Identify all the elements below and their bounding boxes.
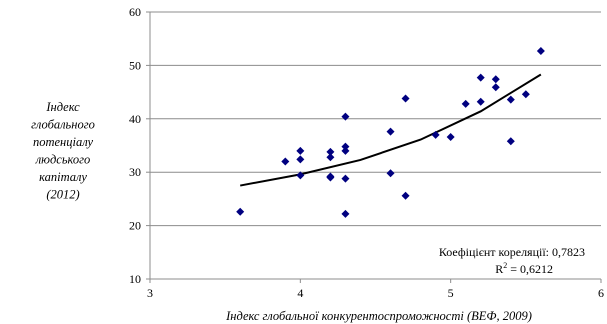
y-axis-title-line: людського bbox=[35, 153, 91, 167]
r-squared-annotation: R2 = 0,6212 bbox=[495, 261, 553, 276]
x-tick-label: 3 bbox=[147, 286, 153, 300]
x-tick-label: 6 bbox=[598, 286, 604, 300]
x-tick-label: 4 bbox=[297, 286, 303, 300]
y-axis-title: Індекс глобального потенціалу людського капі… bbox=[31, 100, 95, 202]
data-point bbox=[341, 146, 350, 155]
y-axis-title-line: (2012) bbox=[46, 188, 79, 202]
data-point bbox=[341, 174, 350, 183]
y-axis-title-line: потенціалу bbox=[33, 135, 94, 149]
r-squared-value: = 0,6212 bbox=[507, 262, 553, 276]
data-points bbox=[236, 46, 545, 218]
data-point bbox=[446, 132, 455, 141]
y-tick-label: 60 bbox=[129, 5, 141, 19]
data-point bbox=[506, 95, 515, 104]
x-axis-title: Індекс глобальної конкурентоспроможності… bbox=[225, 309, 532, 323]
data-point bbox=[521, 90, 530, 99]
x-tick-label: 5 bbox=[448, 286, 454, 300]
data-point bbox=[326, 173, 335, 182]
data-point bbox=[476, 97, 485, 106]
data-point bbox=[491, 83, 500, 92]
data-point bbox=[281, 157, 290, 166]
data-point bbox=[296, 155, 305, 164]
data-point bbox=[341, 112, 350, 121]
y-tick-labels: 10 20 30 40 50 60 bbox=[129, 5, 141, 286]
data-point bbox=[296, 171, 305, 180]
data-point bbox=[536, 46, 545, 55]
correlation-annotation: Коефіцієнт кореляції: 0,7823 bbox=[439, 245, 585, 259]
data-point bbox=[401, 94, 410, 103]
y-tick-label: 10 bbox=[129, 272, 141, 286]
y-tick-label: 50 bbox=[129, 58, 141, 72]
axes bbox=[146, 11, 602, 283]
data-point bbox=[491, 75, 500, 84]
data-point bbox=[461, 99, 470, 108]
data-point bbox=[236, 207, 245, 216]
y-tick-label: 40 bbox=[129, 112, 141, 126]
data-point bbox=[341, 209, 350, 218]
trend-line bbox=[240, 73, 542, 187]
data-point bbox=[506, 137, 515, 146]
data-point bbox=[476, 73, 485, 82]
y-tick-label: 20 bbox=[129, 219, 141, 233]
grid-lines bbox=[150, 11, 601, 227]
y-axis-title-line: Індекс bbox=[45, 100, 80, 114]
data-point bbox=[326, 147, 335, 156]
data-point bbox=[386, 127, 395, 136]
r-squared-superscript: 2 bbox=[503, 261, 507, 270]
data-point bbox=[386, 169, 395, 178]
y-axis-title-line: глобального bbox=[31, 118, 95, 132]
data-point bbox=[401, 191, 410, 200]
data-point bbox=[431, 130, 440, 139]
data-point bbox=[296, 146, 305, 155]
r-squared-base: R bbox=[495, 262, 503, 276]
y-tick-label: 30 bbox=[129, 165, 141, 179]
data-point bbox=[326, 153, 335, 162]
data-point bbox=[341, 142, 350, 151]
y-axis-title-line: капіталу bbox=[39, 170, 87, 184]
x-tick-labels: 3 4 5 6 bbox=[147, 286, 604, 300]
